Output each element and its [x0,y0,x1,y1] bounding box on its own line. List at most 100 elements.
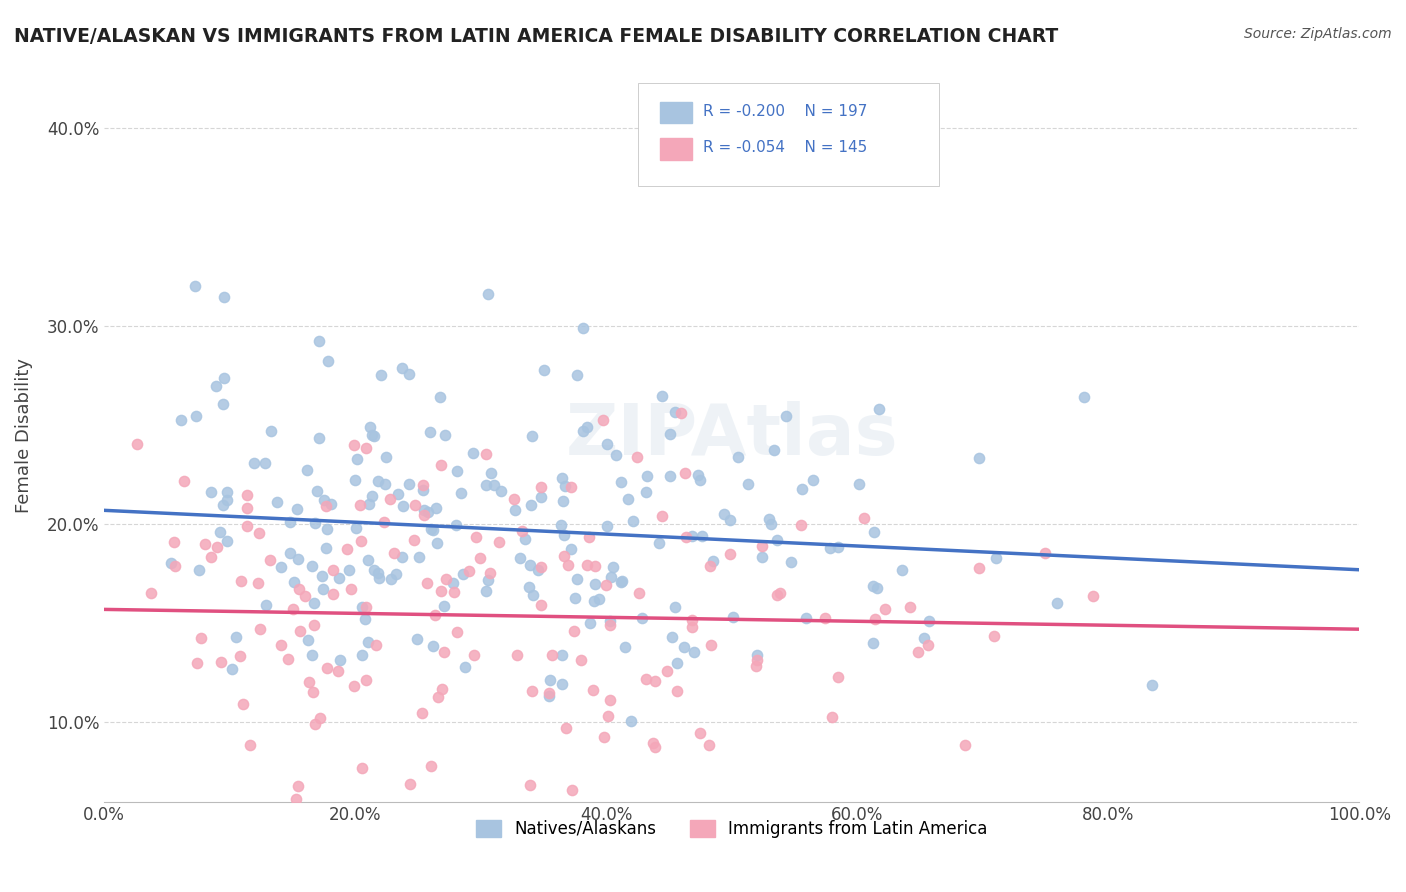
Point [239,738,262,752]
Point [311,582,333,596]
Point [363,429,385,443]
Point [592,730,614,744]
FancyBboxPatch shape [661,102,692,123]
Point [328,664,350,678]
Point [666,684,689,698]
Point [522,588,544,602]
Point [430,458,453,472]
Point [270,638,292,652]
Point [194,537,217,551]
Point [159,556,181,570]
Point [316,523,339,537]
Point [661,630,683,644]
Point [418,505,440,519]
Point [745,658,768,673]
Point [411,706,433,721]
Point [423,608,446,623]
Point [550,517,572,532]
Point [599,615,621,629]
Point [285,792,308,806]
Point [352,600,374,615]
Point [416,576,439,591]
Point [212,397,235,411]
Point [316,661,339,675]
Point [444,518,467,533]
Point [304,717,326,731]
Point [357,635,380,649]
Point [343,473,366,487]
Point [578,615,600,630]
Point [304,516,326,531]
Point [287,552,309,566]
Point [790,517,813,532]
Point [294,590,316,604]
Point [751,539,773,553]
Point [551,648,574,662]
Point [419,425,441,440]
Point [302,684,325,698]
Point [718,547,741,561]
Point [287,779,309,793]
Point [583,558,606,573]
Point [699,559,721,574]
Point [751,550,773,565]
Point [775,409,797,423]
Point [533,362,555,376]
Point [374,477,396,491]
Point [426,535,449,549]
Point [367,571,389,585]
Point [617,491,640,506]
Point [737,477,759,491]
Point [236,488,259,502]
Point [354,599,377,614]
Point [125,437,148,451]
Point [862,524,884,539]
Point [285,502,308,516]
Point [592,413,614,427]
Point [430,682,453,697]
Point [692,529,714,543]
Point [519,558,541,572]
Point [254,599,277,613]
Point [621,514,644,528]
Point [848,476,870,491]
Point [541,648,564,662]
Point [367,566,389,580]
Point [212,371,235,385]
Point [853,511,876,525]
Point [503,503,526,517]
Point [474,584,496,599]
Point [664,599,686,614]
Point [673,640,696,654]
Point [862,579,884,593]
Point [644,740,666,755]
Point [506,648,529,662]
Point [576,420,599,434]
Point [1046,596,1069,610]
Point [254,456,277,470]
Point [260,424,283,438]
Point [599,618,621,632]
Point [699,638,721,652]
Point [384,567,406,582]
Point [567,368,589,382]
Point [446,625,468,640]
Point [666,656,689,670]
Point [359,419,381,434]
Point [683,645,706,659]
Point [478,566,501,580]
Point [382,546,405,560]
Point [681,528,703,542]
Point [651,508,673,523]
Point [229,649,252,664]
Point [489,483,512,498]
Text: NATIVE/ALASKAN VS IMMIGRANTS FROM LATIN AMERICA FEMALE DISABILITY CORRELATION CH: NATIVE/ALASKAN VS IMMIGRANTS FROM LATIN … [14,27,1059,45]
Point [212,498,235,512]
Point [689,473,711,487]
Point [488,534,510,549]
Point [643,736,665,750]
Point [308,334,330,349]
Point [427,690,450,705]
Point [315,541,337,556]
Point [675,530,697,544]
